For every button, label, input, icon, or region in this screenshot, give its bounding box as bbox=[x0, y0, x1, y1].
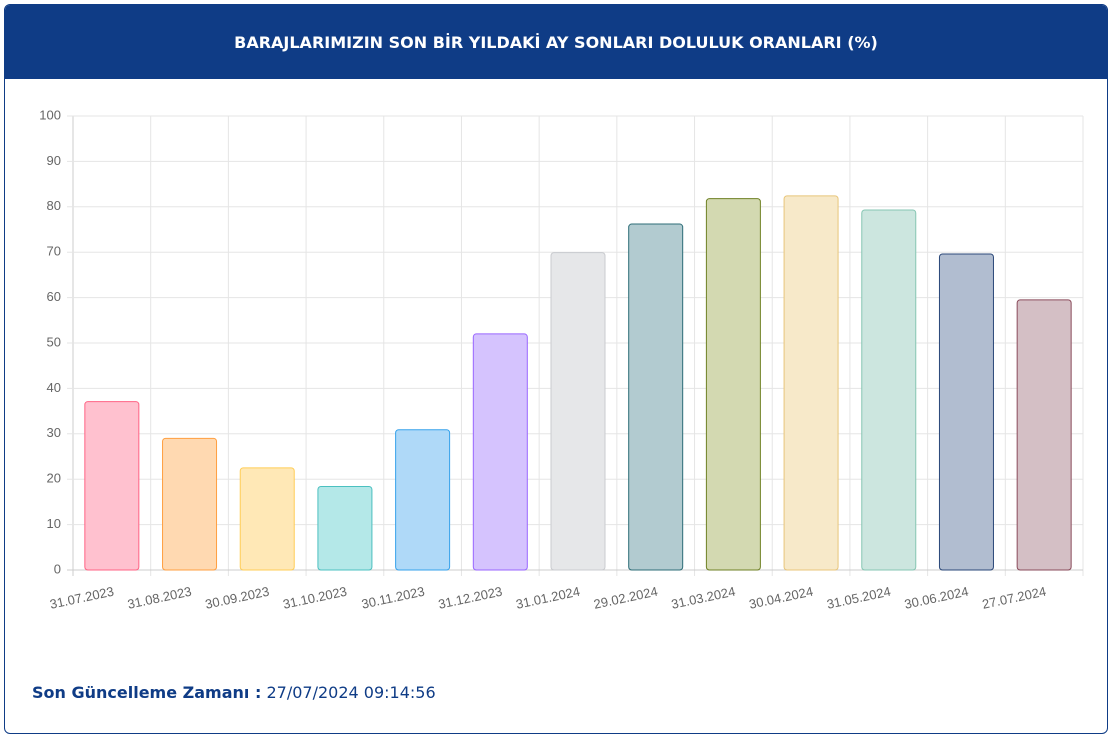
bar bbox=[162, 437, 218, 571]
footer: Son Güncelleme Zamanı : 27/07/2024 09:14… bbox=[32, 683, 436, 702]
bar bbox=[84, 401, 140, 571]
x-tick-label: 30.06.2024 bbox=[903, 584, 970, 612]
x-tick-label: 31.01.2024 bbox=[515, 584, 582, 612]
y-tick-label: 0 bbox=[54, 561, 61, 576]
x-tick-label: 31.10.2023 bbox=[281, 584, 348, 612]
y-tick-label: 40 bbox=[47, 380, 61, 395]
y-tick-label: 50 bbox=[47, 334, 61, 349]
bar bbox=[1016, 299, 1072, 571]
bar bbox=[395, 429, 451, 571]
x-tick-label: 31.07.2023 bbox=[48, 584, 115, 612]
bar bbox=[472, 333, 528, 571]
bar bbox=[938, 253, 994, 571]
x-tick-label: 31.03.2024 bbox=[670, 584, 737, 612]
y-tick-label: 90 bbox=[47, 153, 61, 168]
bar bbox=[861, 209, 917, 571]
x-tick-label: 30.04.2024 bbox=[748, 584, 815, 612]
x-tick-label: 30.09.2023 bbox=[204, 584, 271, 612]
x-tick-label: 30.11.2023 bbox=[360, 584, 426, 612]
y-tick-label: 60 bbox=[47, 289, 61, 304]
footer-label: Son Güncelleme Zamanı : bbox=[32, 683, 262, 702]
y-tick-label: 20 bbox=[47, 471, 61, 486]
bar bbox=[550, 252, 606, 571]
x-tick-label: 31.08.2023 bbox=[126, 584, 193, 612]
y-tick-label: 100 bbox=[39, 107, 61, 122]
x-tick-label: 29.02.2024 bbox=[592, 584, 659, 612]
chart-title: BARAJLARIMIZIN SON BİR YILDAKİ AY SONLAR… bbox=[5, 5, 1107, 79]
card: BARAJLARIMIZIN SON BİR YILDAKİ AY SONLAR… bbox=[4, 4, 1108, 734]
x-tick-label: 31.12.2023 bbox=[437, 584, 504, 612]
x-tick-label: 31.05.2024 bbox=[825, 584, 892, 612]
y-tick-label: 10 bbox=[47, 516, 61, 531]
bar bbox=[239, 467, 295, 571]
y-tick-label: 30 bbox=[47, 425, 61, 440]
bar bbox=[783, 195, 839, 571]
bar bbox=[317, 485, 373, 571]
bar bbox=[705, 198, 761, 571]
footer-value: 27/07/2024 09:14:56 bbox=[266, 683, 436, 702]
y-tick-label: 70 bbox=[47, 244, 61, 259]
x-tick-label: 27.07.2024 bbox=[981, 584, 1048, 612]
y-tick-label: 80 bbox=[47, 198, 61, 213]
bar bbox=[628, 223, 684, 571]
